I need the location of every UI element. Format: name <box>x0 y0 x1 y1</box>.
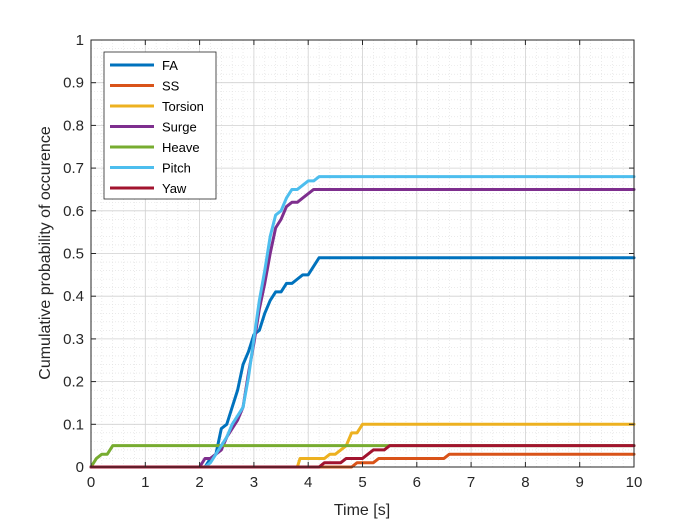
legend-items: FA SS Torsion Surge Heave Pitch Yaw <box>110 58 204 196</box>
y-tick-label: 0.3 <box>63 331 84 348</box>
legend-label-surge: Surge <box>162 120 197 135</box>
y-tick-label: 0 <box>76 459 84 476</box>
x-tick-label: 0 <box>87 474 95 491</box>
y-tick-labels: 0 0.1 0.2 0.3 0.4 0.5 0.6 0.7 0.8 0.9 1 <box>63 32 84 476</box>
y-tick-label: 0.7 <box>63 160 84 177</box>
y-tick-label: 0.8 <box>63 117 84 134</box>
legend-label-pitch: Pitch <box>162 161 191 176</box>
x-tick-label: 7 <box>467 474 475 491</box>
y-tick-label: 1 <box>76 32 84 49</box>
legend-label-fa: FA <box>162 58 178 73</box>
series-layer <box>89 175 636 469</box>
y-tick-label: 0.9 <box>63 75 84 92</box>
x-tick-label: 1 <box>141 474 149 491</box>
y-tick-label: 0.6 <box>63 203 84 220</box>
x-tick-label: 10 <box>626 474 643 491</box>
x-tick-label: 8 <box>521 474 529 491</box>
ticks <box>90 39 635 468</box>
x-tick-label: 2 <box>195 474 203 491</box>
x-tick-label: 4 <box>304 474 312 491</box>
x-tick-labels: 0 1 2 3 4 5 6 7 8 9 10 <box>87 474 643 491</box>
legend-label-yaw: Yaw <box>162 181 187 196</box>
series-line-heave <box>89 444 636 469</box>
series-line-yaw <box>89 444 636 469</box>
legend: FA SS Torsion Surge Heave Pitch Yaw <box>103 51 217 200</box>
series-line-pitch <box>89 175 636 469</box>
series-line-torsion <box>89 422 636 469</box>
x-tick-label: 6 <box>413 474 421 491</box>
legend-label-heave: Heave <box>162 140 200 155</box>
legend-label-torsion: Torsion <box>162 99 204 114</box>
legend-label-ss: SS <box>162 79 180 94</box>
y-tick-label: 0.4 <box>63 288 84 305</box>
y-tick-label: 0.2 <box>63 374 84 391</box>
x-tick-label: 9 <box>576 474 584 491</box>
y-tick-label: 0.5 <box>63 246 84 263</box>
y-axis-label: Cumulative probability of occurence <box>37 126 54 380</box>
x-axis-label: Time [s] <box>334 502 390 519</box>
x-tick-label: 3 <box>250 474 258 491</box>
x-tick-label: 5 <box>358 474 366 491</box>
y-tick-label: 0.1 <box>63 416 84 433</box>
